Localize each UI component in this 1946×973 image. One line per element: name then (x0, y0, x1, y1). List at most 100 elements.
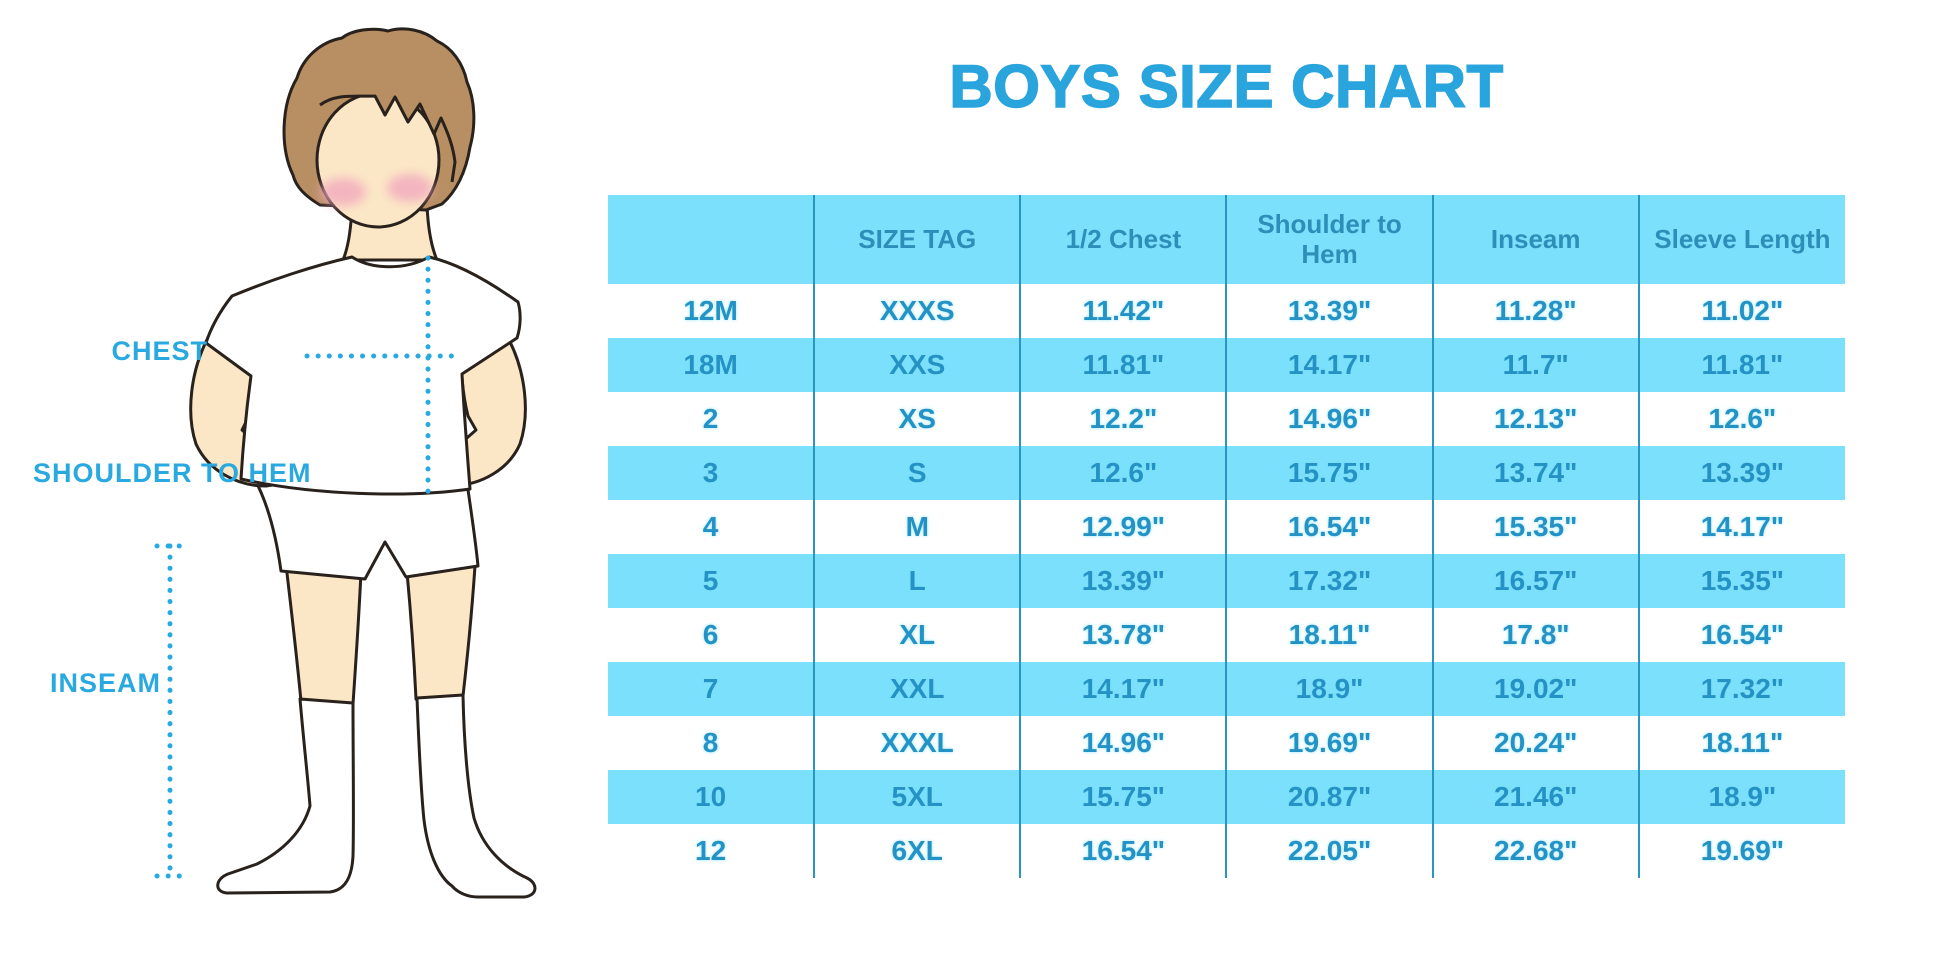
left-blush (320, 178, 366, 206)
value-cell: 16.54" (1637, 608, 1845, 662)
value-cell: 20.87" (1225, 770, 1433, 824)
size-cell: 12M (683, 295, 738, 326)
value-cell: M (813, 500, 1021, 554)
face (315, 91, 441, 229)
value-cell: 11.7" (1431, 338, 1639, 392)
value-cell: 14.17" (1225, 338, 1433, 392)
value-cell: 13.39" (1637, 446, 1845, 500)
value-cell: 19.02" (1431, 662, 1639, 716)
value-cell: 12.13" (1431, 392, 1639, 446)
left-sock (216, 697, 355, 895)
header-row: SIZE TAG 1/2 Chest Shoulder to Hem Insea… (608, 195, 1845, 284)
value-cell: 19.69" (1637, 824, 1845, 878)
table-row: 5 L 13.39" 17.32" 16.57" 15.35" (608, 554, 1845, 608)
value-cell: L (813, 554, 1021, 608)
value-cell: 6XL (813, 824, 1021, 878)
table-row: 7 XXL 14.17" 18.9" 19.02" 17.32" (608, 662, 1845, 716)
table-row: 6 XL 13.78" 18.11" 17.8" 16.54" (608, 608, 1845, 662)
value-cell: 15.35" (1637, 554, 1845, 608)
value-cell: 20.24" (1431, 716, 1639, 770)
value-cell: 21.46" (1431, 770, 1639, 824)
value-cell: 11.81" (1019, 338, 1227, 392)
value-cell: XXL (813, 662, 1021, 716)
value-cell: XXXS (813, 284, 1021, 338)
value-cell: 18.9" (1637, 770, 1845, 824)
header-cell-half-chest: 1/2 Chest (1019, 195, 1227, 284)
value-cell: 22.05" (1225, 824, 1433, 878)
size-cell: 10 (608, 770, 815, 824)
shoulder-to-hem-label: SHOULDER TO HEM (33, 458, 312, 488)
header-cell-size-tag: SIZE TAG (813, 195, 1021, 284)
value-cell: 15.75" (1019, 770, 1227, 824)
size-table-body: 12M XXXS 11.42" 13.39" 11.28" 11.02" 18M XXS 11.… (608, 284, 1845, 878)
shorts (252, 476, 480, 581)
value-cell: 12.6" (1637, 392, 1845, 446)
value-cell: 16.54" (1225, 500, 1433, 554)
header-cell-sleeve-length: Sleeve Length (1637, 195, 1845, 284)
inseam-label: INSEAM (50, 668, 162, 698)
value-cell: S (813, 446, 1021, 500)
value-cell: 17.32" (1225, 554, 1433, 608)
value-cell: 16.54" (1019, 824, 1227, 878)
size-cell: 2 (702, 403, 719, 434)
value-cell: XS (813, 392, 1021, 446)
t-shirt (204, 255, 522, 496)
value-cell: 17.8" (1431, 608, 1639, 662)
value-cell: 11.28" (1431, 284, 1639, 338)
size-cell: 7 (608, 662, 815, 716)
value-cell: 18.11" (1637, 716, 1845, 770)
hairline-stroke (319, 94, 457, 183)
value-cell: 14.96" (1225, 392, 1433, 446)
value-cell: 12.2" (1019, 392, 1227, 446)
value-cell: XL (813, 608, 1021, 662)
value-cell: 12.99" (1019, 500, 1227, 554)
value-cell: 11.02" (1637, 284, 1845, 338)
left-leg (284, 563, 363, 706)
size-table-header: SIZE TAG 1/2 Chest Shoulder to Hem Insea… (608, 195, 1845, 284)
table-row: 12 6XL 16.54" 22.05" 22.68" 19.69" (608, 824, 1845, 878)
header-cell-size (608, 195, 815, 284)
table-row: 8 XXXL 14.96" 19.69" 20.24" 18.11" (608, 716, 1845, 770)
table-row: 4 M 12.99" 16.54" 15.35" 14.17" (608, 500, 1845, 554)
size-cell: 18M (608, 338, 815, 392)
right-sock (415, 693, 537, 899)
value-cell: 13.39" (1019, 554, 1227, 608)
right-leg (405, 564, 477, 701)
size-cell: 4 (702, 511, 719, 542)
right-blush (387, 174, 433, 202)
size-cell: 5 (608, 554, 815, 608)
size-cell: 12 (695, 835, 727, 866)
value-cell: 13.39" (1225, 284, 1433, 338)
header-cell-inseam: Inseam (1431, 195, 1639, 284)
table-row: 12M XXXS 11.42" 13.39" 11.28" 11.02" (608, 284, 1845, 338)
value-cell: 5XL (813, 770, 1021, 824)
value-cell: 18.9" (1225, 662, 1433, 716)
header-cell-shoulder-to-hem: Shoulder to Hem (1225, 195, 1433, 284)
size-table: SIZE TAG 1/2 Chest Shoulder to Hem Insea… (608, 195, 1845, 878)
value-cell: 15.35" (1431, 500, 1639, 554)
page-title: BOYS SIZE CHART (949, 52, 1504, 121)
table-row: 3 S 12.6" 15.75" 13.74" 13.39" (608, 446, 1845, 500)
value-cell: 22.68" (1431, 824, 1639, 878)
value-cell: 14.17" (1637, 500, 1845, 554)
size-cell: 8 (702, 727, 719, 758)
value-cell: 16.57" (1431, 554, 1639, 608)
size-cell: 3 (608, 446, 815, 500)
size-cell: 6 (702, 619, 719, 650)
value-cell: 14.17" (1019, 662, 1227, 716)
value-cell: 14.96" (1019, 716, 1227, 770)
table-row: 2 XS 12.2" 14.96" 12.13" 12.6" (608, 392, 1845, 446)
value-cell: 15.75" (1225, 446, 1433, 500)
table-row: 18M XXS 11.81" 14.17" 11.7" 11.81" (608, 338, 1845, 392)
boy-measurement-illustration (154, 27, 537, 899)
value-cell: 13.78" (1019, 608, 1227, 662)
value-cell: 18.11" (1225, 608, 1433, 662)
value-cell: 19.69" (1225, 716, 1433, 770)
chest-label: CHEST (111, 336, 208, 366)
value-cell: 11.81" (1637, 338, 1845, 392)
value-cell: 13.74" (1431, 446, 1639, 500)
value-cell: XXXL (813, 716, 1021, 770)
value-cell: 17.32" (1637, 662, 1845, 716)
value-cell: XXS (813, 338, 1021, 392)
